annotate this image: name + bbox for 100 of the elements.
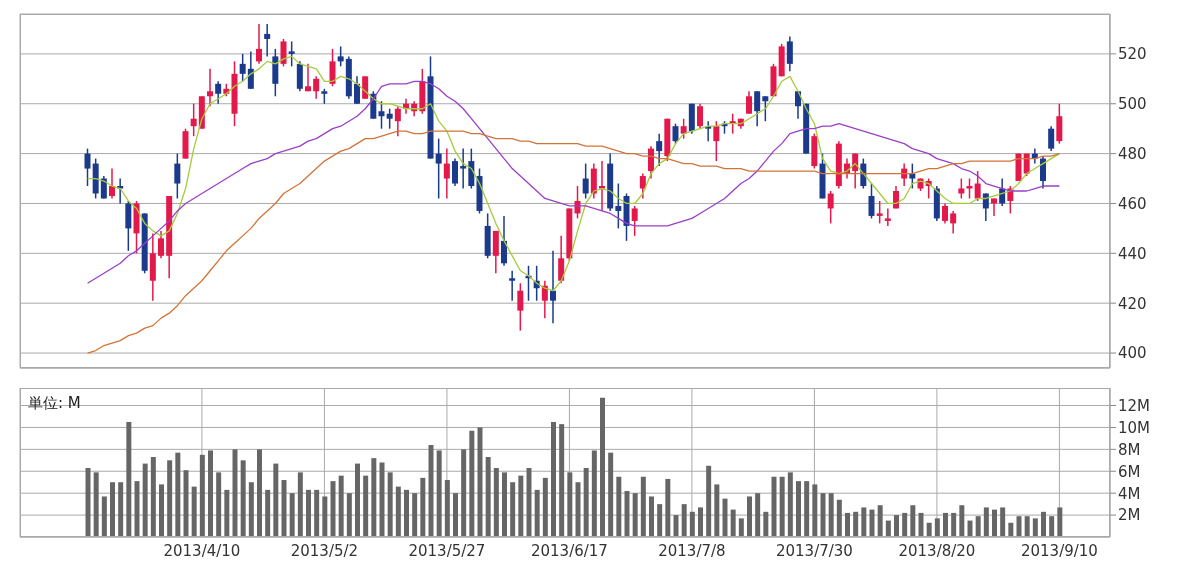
bar bbox=[1049, 516, 1055, 537]
bar bbox=[502, 472, 507, 537]
candlestick bbox=[174, 152, 181, 200]
candlestick bbox=[435, 137, 442, 200]
bar bbox=[461, 449, 467, 537]
bar bbox=[542, 477, 548, 537]
bar bbox=[387, 472, 393, 537]
x-tick-label: 2013/6/17 bbox=[530, 541, 608, 560]
candlestick bbox=[991, 197, 997, 217]
bar bbox=[689, 511, 695, 537]
bar bbox=[763, 511, 769, 537]
candlestick bbox=[786, 35, 793, 73]
bar bbox=[444, 480, 450, 537]
bar bbox=[428, 444, 434, 537]
candlestick bbox=[84, 147, 91, 187]
candlestick bbox=[264, 23, 271, 58]
bar bbox=[698, 507, 703, 537]
candlestick bbox=[517, 282, 524, 332]
bar bbox=[436, 450, 442, 537]
bar bbox=[730, 509, 736, 537]
bar bbox=[224, 489, 230, 537]
bar bbox=[216, 472, 222, 537]
candlestick bbox=[615, 182, 622, 230]
bar bbox=[967, 520, 973, 537]
bar bbox=[371, 458, 377, 537]
bar bbox=[559, 424, 565, 537]
bar bbox=[591, 450, 597, 537]
bar bbox=[101, 496, 107, 537]
bar bbox=[404, 489, 409, 537]
bar bbox=[575, 482, 581, 537]
bar bbox=[1041, 511, 1046, 537]
bar bbox=[526, 467, 532, 537]
bar bbox=[306, 489, 311, 537]
line-series bbox=[86, 130, 1061, 354]
bar bbox=[983, 507, 989, 537]
bar bbox=[118, 482, 124, 537]
bar bbox=[93, 472, 99, 537]
candlestick bbox=[239, 53, 246, 83]
bar bbox=[665, 478, 671, 537]
bar bbox=[322, 496, 328, 537]
bar bbox=[722, 498, 728, 537]
candlestick bbox=[680, 117, 687, 140]
bar bbox=[85, 467, 91, 537]
bar bbox=[1000, 507, 1006, 537]
x-tick-label: 2013/8/20 bbox=[898, 541, 976, 560]
bar bbox=[281, 480, 287, 537]
bar bbox=[534, 489, 540, 537]
y-tick-label: 400 bbox=[1118, 344, 1147, 363]
bar bbox=[191, 486, 197, 537]
candlestick bbox=[582, 162, 589, 200]
bar bbox=[1032, 518, 1038, 537]
candlestick bbox=[313, 75, 320, 100]
bar bbox=[624, 490, 630, 537]
candlestick bbox=[443, 147, 450, 200]
candlestick bbox=[974, 170, 981, 202]
bar bbox=[363, 475, 369, 537]
x-tick-label: 2013/5/2 bbox=[290, 541, 359, 560]
candlestick bbox=[827, 190, 834, 225]
bar bbox=[510, 482, 516, 537]
bar bbox=[297, 472, 303, 537]
bar bbox=[804, 481, 810, 537]
candlestick bbox=[509, 270, 516, 302]
bar bbox=[273, 463, 279, 537]
bar bbox=[787, 472, 793, 537]
x-tick-label: 2013/9/10 bbox=[1020, 541, 1098, 560]
bar bbox=[640, 476, 646, 537]
bar bbox=[150, 457, 156, 537]
bar bbox=[869, 509, 875, 537]
bar bbox=[673, 515, 679, 537]
bar bbox=[681, 504, 687, 537]
candlestick bbox=[207, 68, 213, 107]
bar bbox=[632, 493, 638, 537]
candlestick bbox=[394, 105, 401, 137]
y-tick-label: 500 bbox=[1118, 95, 1147, 114]
bar bbox=[755, 493, 761, 537]
bar bbox=[616, 476, 622, 537]
candlestick bbox=[982, 192, 989, 222]
bar bbox=[877, 505, 883, 537]
bar bbox=[1008, 522, 1014, 537]
candlestick bbox=[452, 157, 458, 187]
bar bbox=[738, 518, 744, 537]
bar bbox=[828, 493, 834, 537]
bar bbox=[248, 482, 254, 537]
bar bbox=[861, 507, 867, 537]
bar bbox=[289, 493, 295, 537]
bar bbox=[812, 484, 818, 537]
bar bbox=[379, 462, 385, 537]
bar bbox=[142, 463, 148, 537]
bar bbox=[583, 467, 589, 537]
y-tick-label: 460 bbox=[1118, 194, 1147, 213]
bar bbox=[918, 512, 924, 537]
bar bbox=[959, 505, 965, 537]
y-tick-label: 8M bbox=[1118, 440, 1141, 459]
bar bbox=[175, 452, 181, 537]
candlestick bbox=[876, 200, 883, 225]
bar bbox=[853, 511, 859, 537]
candlestick bbox=[280, 38, 287, 68]
bar bbox=[649, 496, 654, 537]
candlestick bbox=[158, 230, 164, 260]
bar bbox=[395, 486, 401, 537]
